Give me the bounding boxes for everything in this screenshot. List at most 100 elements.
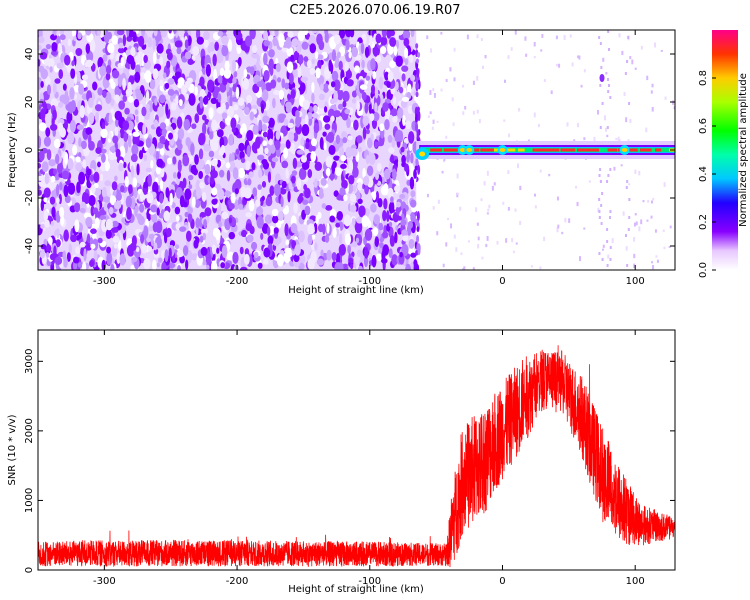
noise-blob [267, 35, 274, 42]
noise-blob [113, 200, 122, 210]
noise-blob [233, 70, 238, 78]
signal-streak [626, 264, 629, 267]
colorbar-tick-label: 0.4 [698, 166, 709, 182]
noise-blob [221, 112, 228, 120]
noise-blob [375, 55, 382, 63]
colorbar-ticks: 0.0 0.2 0.4 0.6 0.8 [698, 70, 716, 278]
noise-blob [249, 66, 255, 76]
signal-scatter [464, 105, 467, 110]
noise-blob [75, 47, 83, 57]
noise-blob [108, 131, 112, 140]
signal-scatter [662, 229, 665, 232]
noise-blob [138, 35, 145, 47]
noise-blob [103, 196, 111, 203]
noise-blob [134, 206, 138, 217]
noise-blob [103, 30, 110, 44]
signal-scatter [588, 180, 591, 183]
noise-blob [47, 58, 55, 68]
noise-blob [308, 106, 314, 113]
noise-blob [315, 67, 321, 79]
noise-blob [230, 117, 237, 130]
noise-blob [81, 261, 87, 270]
noise-blob [333, 34, 341, 45]
noise-blob [88, 134, 92, 146]
signal-scatter [429, 111, 432, 115]
noise-blob [174, 40, 183, 48]
noise-blob [369, 113, 375, 122]
signal-streak [598, 210, 601, 213]
noise-blob [410, 252, 417, 258]
spectrogram-x-axis-label: Height of straight line (km) [288, 285, 424, 296]
signal-scatter [488, 204, 491, 209]
noise-blob [90, 243, 96, 250]
signal-scatter [650, 215, 653, 219]
noise-blob [160, 30, 167, 38]
noise-blob [221, 102, 226, 112]
noise-blob [405, 263, 412, 270]
noise-blob [301, 41, 309, 50]
noise-blob [342, 137, 348, 144]
signal-scatter [445, 79, 448, 82]
noise-blob [383, 198, 388, 210]
noise-blob [100, 128, 108, 139]
noise-edge-blob [414, 113, 418, 124]
signal-scatter [629, 119, 632, 124]
noise-blob [340, 154, 347, 162]
noise-blob [277, 211, 284, 222]
signal-scatter [533, 55, 536, 59]
signal-scatter [673, 106, 675, 110]
noise-blob [152, 68, 159, 80]
noise-blob [388, 248, 393, 259]
noise-blob [322, 131, 327, 137]
snr-x-tick-label: 0 [499, 576, 505, 587]
noise-blob [83, 248, 87, 262]
noise-blob [125, 195, 133, 209]
noise-blob [378, 242, 384, 248]
signal-streak [598, 252, 601, 255]
noise-blob [104, 180, 111, 187]
signal-scatter [443, 158, 446, 161]
noise-blob [108, 206, 114, 215]
noise-blob [381, 30, 387, 38]
noise-blob [221, 35, 229, 45]
signal-scatter [443, 160, 446, 163]
noise-blob [89, 237, 94, 245]
signal-streak [601, 258, 604, 261]
noise-blob [405, 120, 412, 130]
signal-core [532, 148, 548, 152]
signal-scatter [652, 265, 655, 270]
noise-blob [184, 211, 189, 218]
noise-blob [392, 116, 398, 123]
noise-blob [264, 214, 273, 224]
noise-blob [152, 259, 157, 270]
noise-blob [231, 151, 235, 162]
noise-blob [156, 207, 160, 216]
noise-blob [387, 134, 393, 143]
noise-blob [245, 223, 253, 231]
noise-blob [55, 239, 61, 248]
noise-blob [374, 236, 380, 248]
noise-blob [132, 31, 137, 43]
noise-blob [378, 76, 384, 90]
noise-blob [333, 110, 341, 118]
noise-blob [38, 65, 45, 73]
noise-blob [153, 242, 158, 251]
noise-blob [297, 30, 305, 42]
noise-blob [166, 227, 172, 238]
noise-blob [99, 214, 107, 221]
noise-blob [263, 30, 269, 41]
noise-blob [130, 153, 138, 163]
signal-core [640, 148, 652, 152]
noise-blob [167, 89, 175, 96]
noise-blob [208, 107, 214, 120]
noise-blob [194, 154, 199, 165]
noise-blob [48, 180, 56, 191]
noise-blob [190, 143, 195, 156]
noise-blob [311, 146, 316, 152]
noise-blob [355, 237, 360, 244]
signal-scatter [427, 115, 430, 118]
signal-streak [598, 216, 601, 219]
signal-streak [598, 174, 601, 177]
signal-scatter [607, 254, 610, 259]
signal-scatter [515, 242, 518, 245]
